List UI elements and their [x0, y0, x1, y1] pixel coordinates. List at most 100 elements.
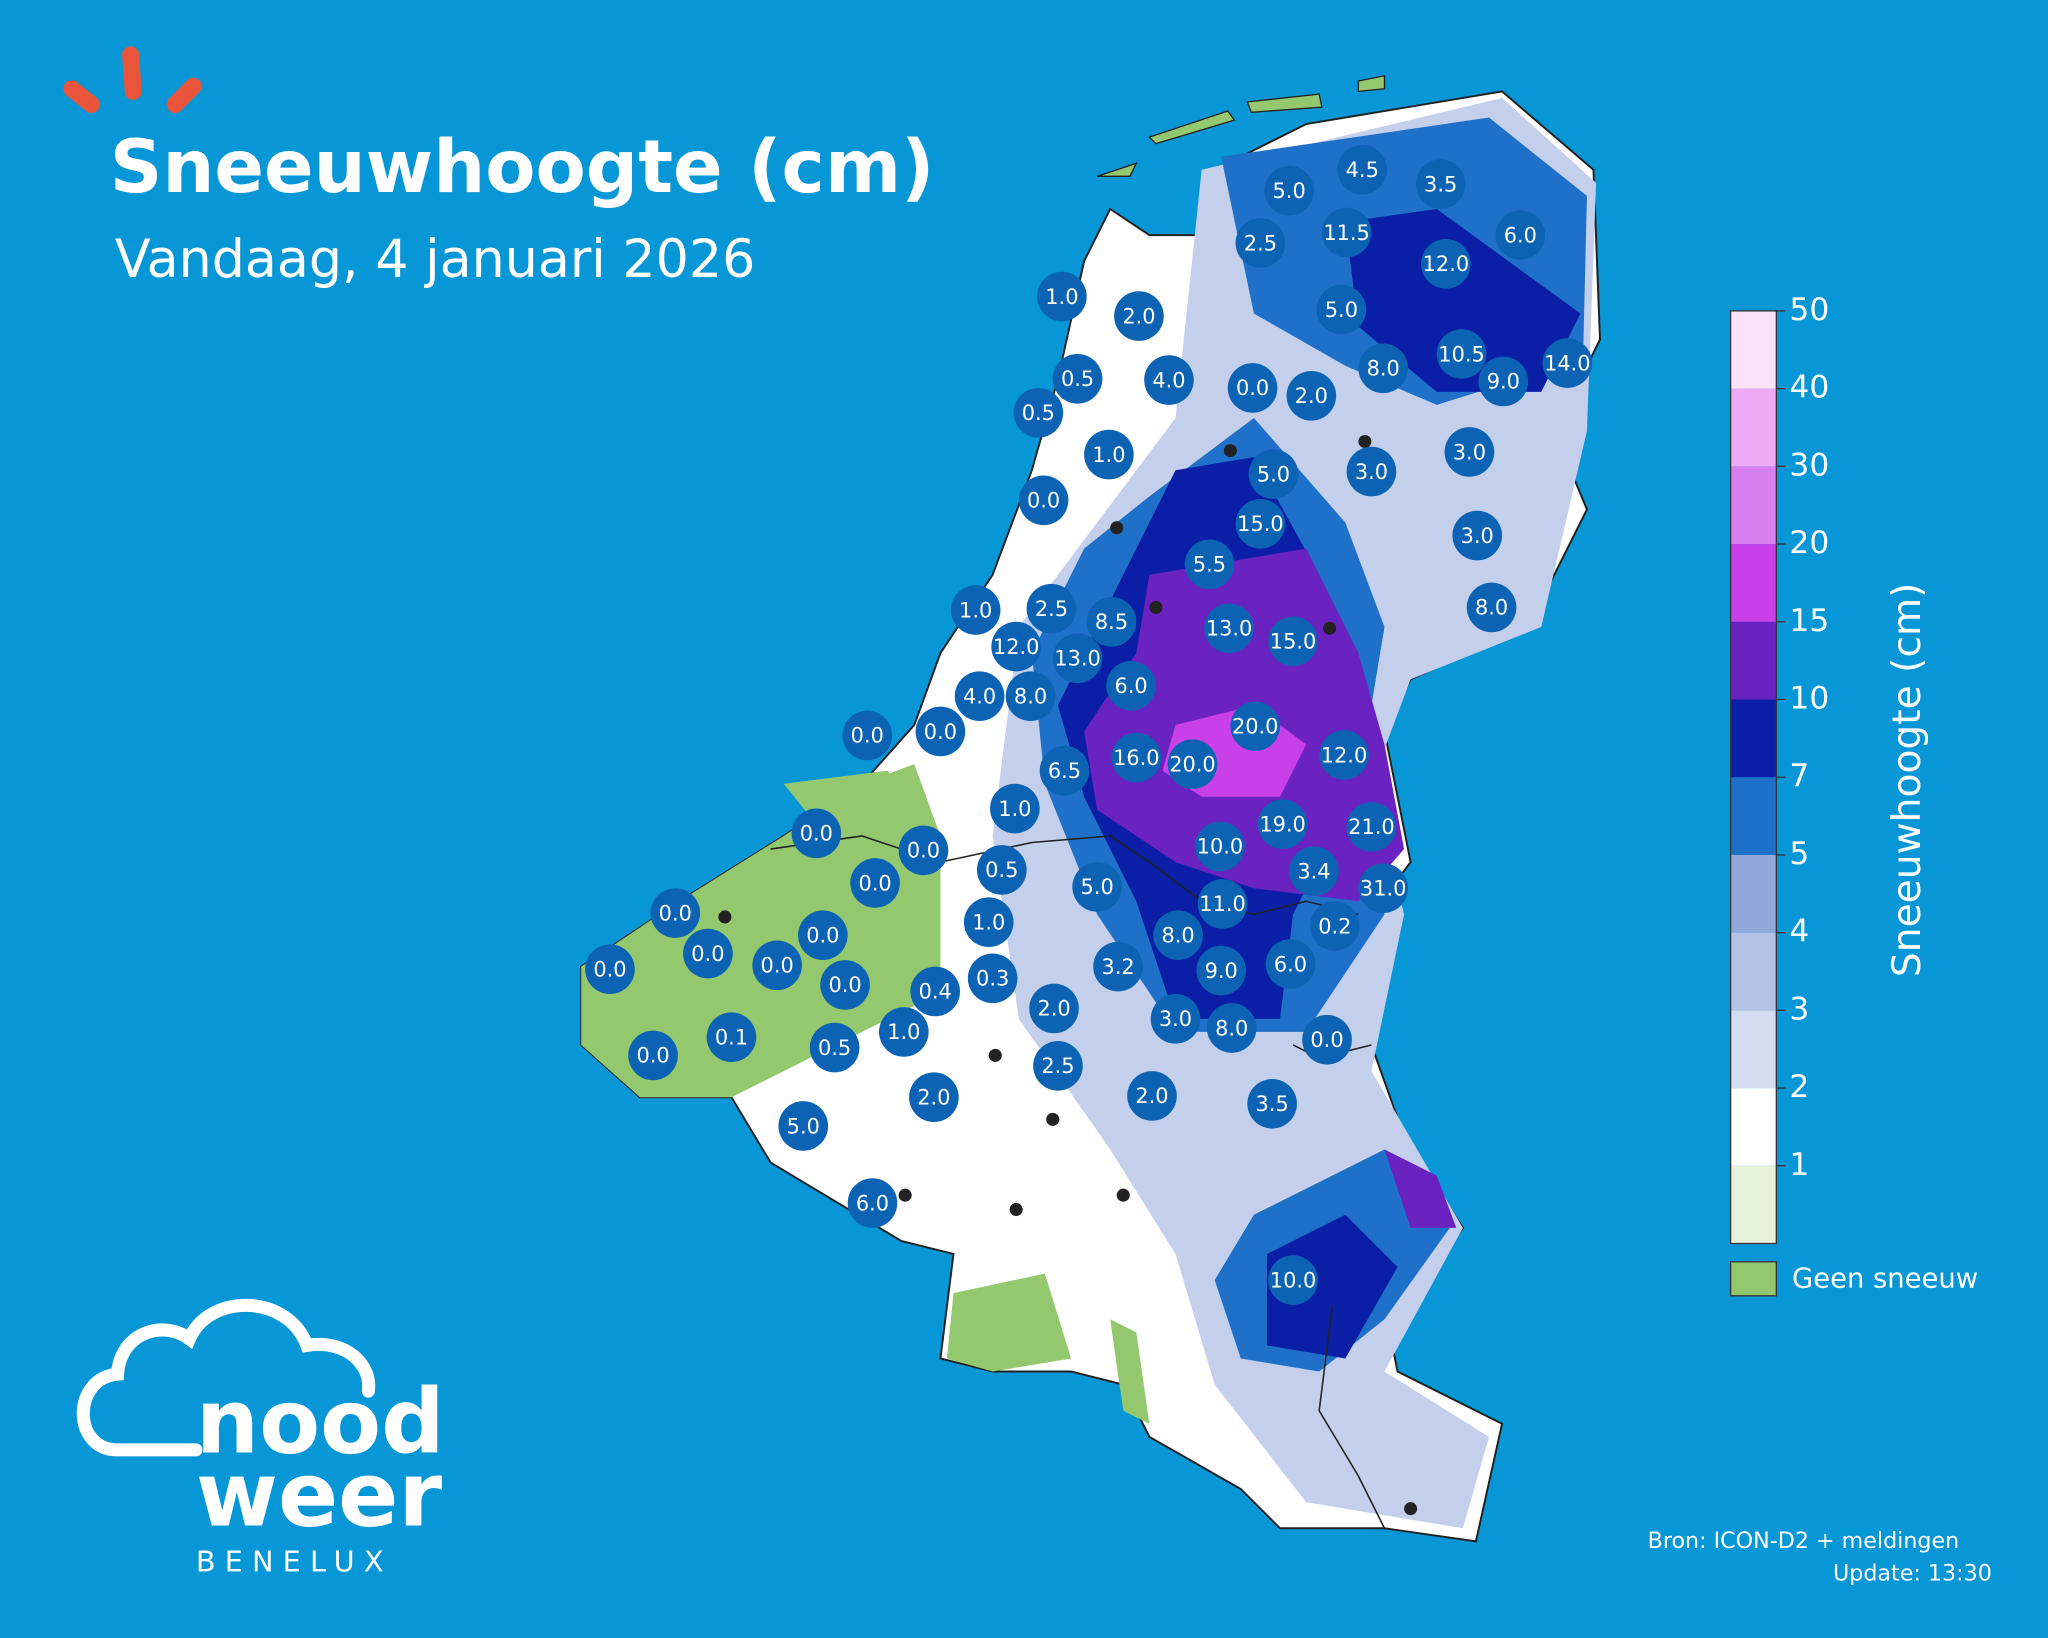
station-value: 8.0 — [1367, 357, 1400, 381]
station-value: 21.0 — [1348, 815, 1394, 839]
station-value: 8.0 — [1475, 596, 1508, 620]
station-marker — [1167, 739, 1218, 789]
colorbar-band — [1730, 466, 1777, 545]
colorbar-tick-label: 40 — [1789, 370, 1829, 406]
station-marker — [791, 808, 842, 859]
station-value: 3.0 — [1461, 524, 1494, 548]
station-value: 1.0 — [1045, 285, 1078, 309]
station-marker — [1072, 862, 1122, 912]
station-marker — [963, 897, 1014, 948]
stations: 5.04.53.52.5 11.512.06.01.02.0 5.00.5 4.0 0.… — [585, 144, 1593, 1305]
station-value: 0.0 — [1027, 489, 1060, 513]
station-marker — [820, 960, 870, 1010]
colorbar-band — [1730, 544, 1777, 622]
station-marker — [954, 671, 1005, 722]
station-value: 2.0 — [1135, 1084, 1168, 1108]
update-time: Update: 13:30 — [1833, 1561, 1992, 1587]
station-value: 11.5 — [1323, 221, 1369, 245]
colorbar-tick-label: 2 — [1789, 1069, 1809, 1105]
station-marker — [1106, 660, 1156, 711]
station-marker — [898, 825, 949, 876]
station-marker — [1052, 633, 1103, 684]
station-value: 6.5 — [1048, 759, 1081, 783]
station-value: 1.0 — [972, 910, 1005, 934]
logo-text: nood — [196, 1371, 445, 1474]
station-marker — [798, 910, 848, 961]
station-value: 12.0 — [1321, 743, 1367, 767]
station-marker — [1018, 475, 1069, 526]
snow-very-heavy — [1084, 548, 1457, 1228]
station-value: 1.0 — [887, 1020, 920, 1044]
logo: nood weer BENELUX — [76, 1298, 445, 1578]
colorbar-band — [1730, 699, 1777, 778]
station-value: 6.0 — [1115, 674, 1148, 698]
station-value: 2.5 — [1041, 1054, 1074, 1078]
station-value: 13.0 — [1054, 647, 1100, 671]
station-value: 9.0 — [1487, 370, 1520, 394]
station-value: 8.5 — [1095, 610, 1128, 634]
station-value: 0.0 — [828, 973, 861, 997]
station-value: 0.0 — [1310, 1028, 1343, 1052]
station-marker — [1289, 846, 1339, 897]
station-marker — [1466, 582, 1517, 633]
station-value: 6.0 — [856, 1191, 889, 1215]
legend: Sneeuwhoogte (cm) Geen sneeuw 1 2 3 4 5 7 10 15… — [1729, 292, 1978, 1297]
station-value: 0.2 — [1318, 914, 1351, 938]
station-marker — [991, 621, 1041, 672]
station-value: 20.0 — [1232, 715, 1278, 739]
logo-cloud — [76, 1298, 376, 1457]
station-marker — [1029, 983, 1079, 1034]
station-value: 16.0 — [1113, 746, 1159, 770]
colorbar-band — [1730, 1165, 1777, 1244]
station-value: 0.5 — [985, 858, 1018, 882]
station-marker — [1346, 802, 1397, 852]
station-value: 11.0 — [1199, 892, 1245, 916]
islands — [1096, 74, 1386, 177]
colorbar-tick-label: 7 — [1789, 758, 1809, 794]
station-value: 15.0 — [1270, 630, 1316, 654]
station-marker — [1235, 498, 1286, 549]
station-value: 13.0 — [1206, 617, 1252, 641]
station-marker — [915, 706, 966, 757]
logo-text: BENELUX — [196, 1544, 393, 1578]
station-marker — [1478, 356, 1529, 407]
station-marker — [1444, 427, 1495, 477]
station-value: 5.0 — [1273, 179, 1306, 203]
station-value: 0.0 — [691, 942, 724, 966]
station-marker — [1302, 1014, 1352, 1065]
title: Sneeuwhoogte (cm) — [110, 125, 935, 210]
station-marker — [1037, 271, 1087, 322]
station-value: 5.0 — [1257, 462, 1290, 486]
station-value: 0.5 — [818, 1036, 851, 1060]
station-marker — [1268, 1255, 1318, 1305]
legend-label: Sneeuwhoogte (cm) — [1885, 583, 1930, 978]
station-value: 0.0 — [806, 924, 839, 948]
station-value: 3.0 — [1159, 1007, 1192, 1031]
station-value: 3.5 — [1424, 172, 1457, 196]
colorbar-band — [1730, 854, 1777, 933]
station-marker — [1495, 210, 1546, 260]
station-value: 5.5 — [1193, 553, 1226, 577]
station-marker — [1114, 291, 1164, 341]
station-marker — [1227, 363, 1278, 413]
station-value: 14.0 — [1544, 351, 1590, 375]
station-value: 10.0 — [1197, 835, 1243, 859]
station-marker — [1052, 353, 1103, 404]
colorbar-tick-label: 50 — [1789, 292, 1829, 328]
station-value: 0.3 — [976, 967, 1009, 991]
station-marker — [910, 966, 960, 1017]
station-value: 5.0 — [1325, 298, 1358, 322]
station-marker — [1033, 1041, 1083, 1091]
station-value: 12.0 — [993, 635, 1039, 659]
station-marker — [809, 1022, 860, 1073]
station-value: 6.0 — [1274, 952, 1307, 976]
station-marker — [1111, 732, 1162, 783]
station-marker — [1196, 945, 1247, 996]
colorbar-tick-label: 1 — [1789, 1147, 1809, 1183]
station-marker — [1346, 446, 1397, 497]
station-marker — [1153, 910, 1203, 961]
station-marker — [1316, 284, 1367, 335]
logo-rays — [63, 46, 202, 113]
station-value: 31.0 — [1360, 877, 1406, 901]
station-marker — [1026, 583, 1077, 634]
